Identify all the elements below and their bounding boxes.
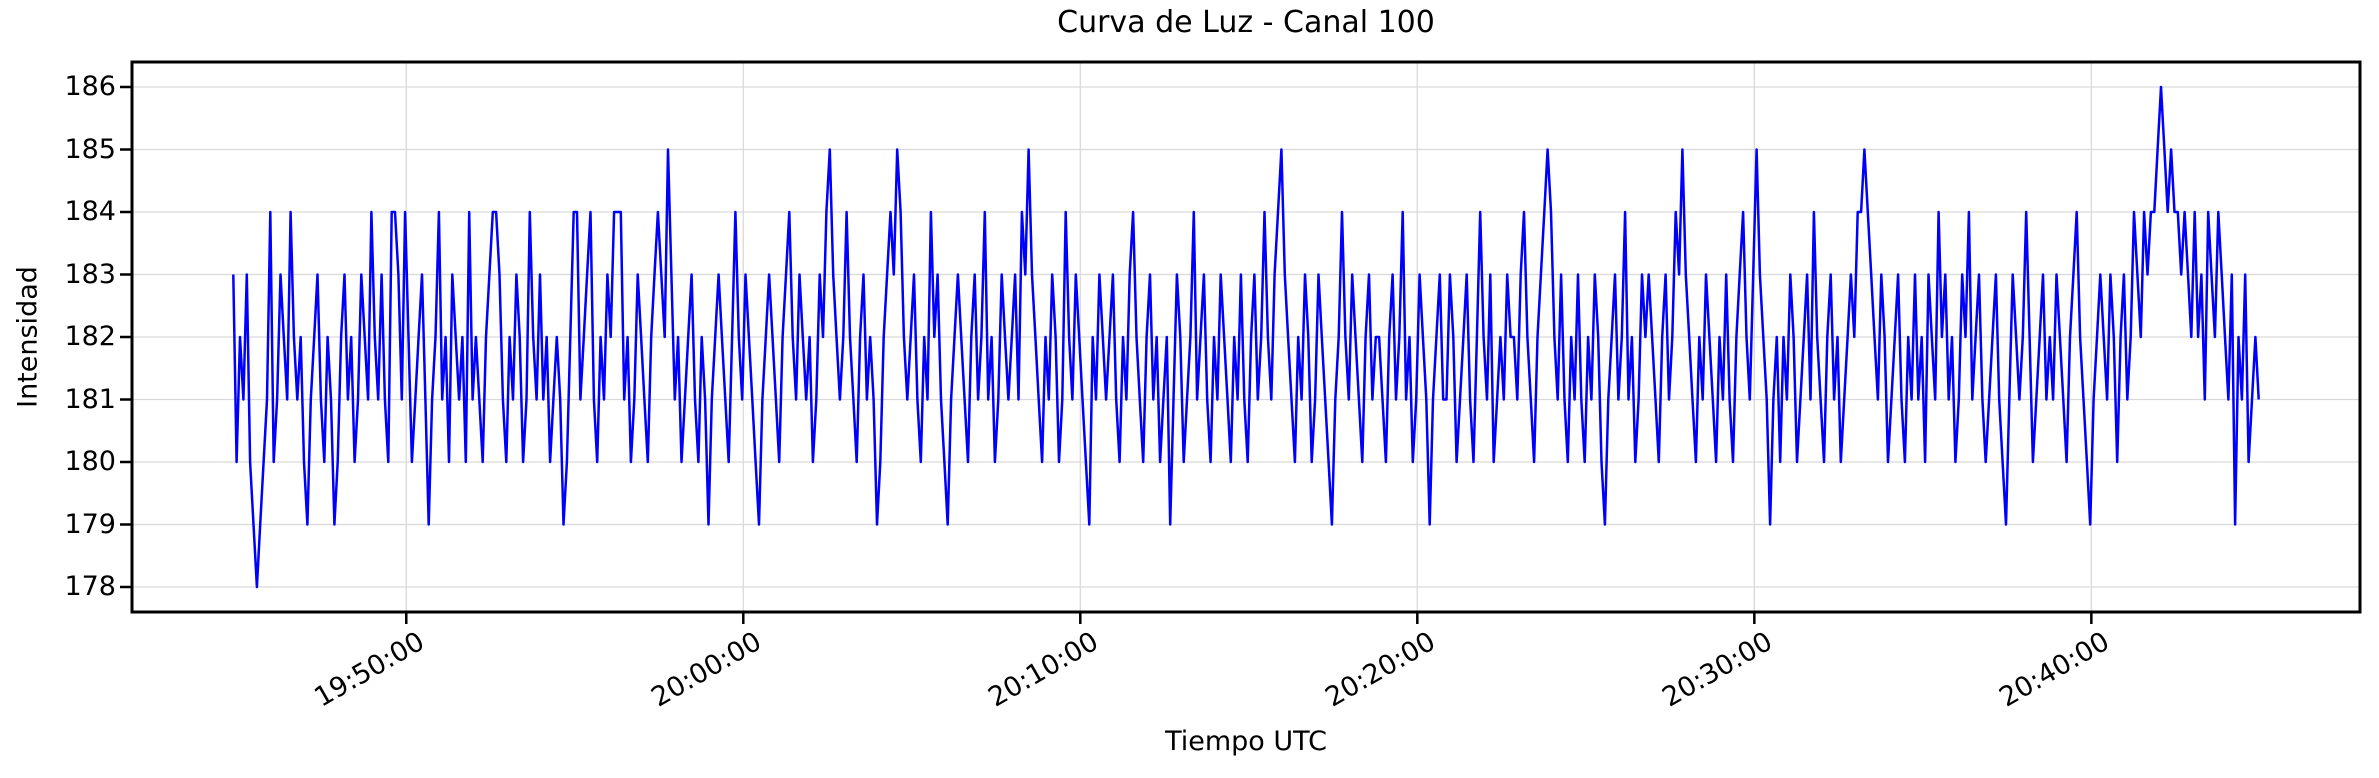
y-tick-label: 180	[64, 446, 116, 477]
y-tick-label: 179	[64, 508, 116, 540]
data-line	[232, 85, 2260, 589]
y-tick-label: 186	[64, 71, 116, 102]
y-tick-label: 184	[64, 196, 116, 227]
y-tick-label: 178	[64, 571, 116, 602]
chart-title: Curva de Luz - Canal 100	[1057, 5, 1435, 40]
y-tick-label: 182	[64, 321, 116, 352]
y-tick-label: 185	[64, 133, 116, 165]
x-axis-label: Tiempo UTC	[1165, 726, 1327, 757]
y-tick-label: 183	[64, 258, 116, 290]
y-tick-label: 181	[64, 383, 116, 415]
